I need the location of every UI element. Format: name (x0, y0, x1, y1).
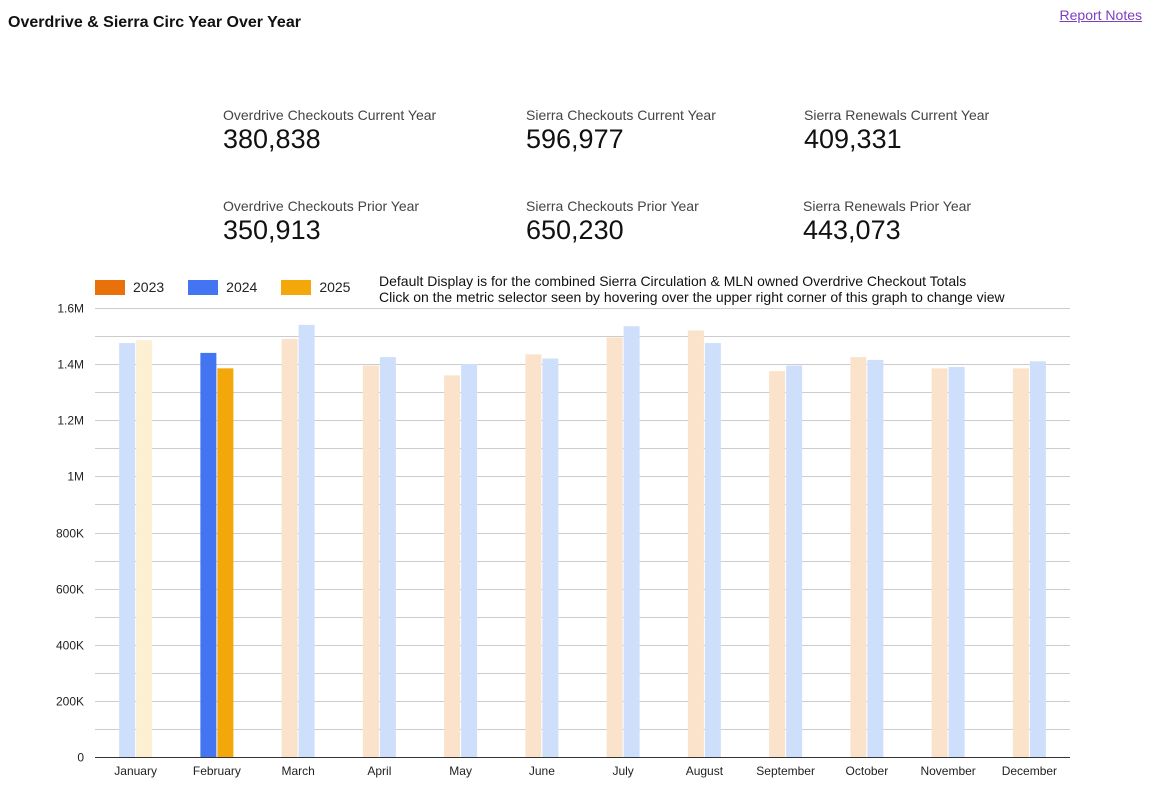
bar-march-2023 (281, 338, 298, 757)
bar-october-2023 (850, 357, 867, 757)
y-tick-label: 200K (56, 695, 84, 709)
y-tick-label: 0 (77, 751, 84, 765)
kpi-value: 443,073 (803, 215, 901, 245)
kpi-sierra-renewals-current: Sierra Renewals Current Year 409,331 (804, 107, 989, 155)
x-tick-label: May (449, 764, 472, 778)
legend-item-2023[interactable]: 2023 (95, 279, 164, 295)
legend-label: 2023 (133, 279, 165, 295)
kpi-value: 409,331 (804, 124, 902, 154)
kpi-value: 350,913 (223, 215, 321, 245)
legend-item-2024[interactable]: 2024 (188, 279, 257, 295)
kpi-sierra-renewals-prior: Sierra Renewals Prior Year 443,073 (803, 198, 971, 246)
chart-note-line-1: Default Display is for the combined Sier… (379, 273, 967, 289)
x-tick-label: October (846, 764, 889, 778)
bar-february-2024 (200, 352, 217, 757)
legend-swatch-2023 (95, 279, 125, 295)
report-notes-link[interactable]: Report Notes (1059, 7, 1142, 23)
x-tick-label: February (193, 764, 241, 778)
legend-swatch-2025 (281, 279, 312, 295)
kpi-label: Sierra Renewals Current Year (804, 107, 990, 123)
y-tick-label: 600K (56, 583, 84, 597)
x-tick-label: January (114, 764, 157, 778)
y-tick-label: 800K (56, 527, 84, 541)
bar-december-2024 (1029, 361, 1046, 757)
legend-label: 2025 (319, 279, 351, 295)
chart-note-line-2: Click on the metric selector seen by hov… (379, 289, 1005, 305)
x-tick-label: July (612, 764, 633, 778)
legend-label: 2024 (226, 279, 258, 295)
bar-june-2023 (525, 354, 542, 757)
kpi-sierra-checkouts-prior: Sierra Checkouts Prior Year 650,230 (526, 198, 699, 246)
chart-legend: 2023 2024 2025 (95, 279, 350, 295)
bar-june-2024 (542, 358, 559, 757)
bar-july-2023 (606, 337, 623, 757)
y-tick-label: 1.2M (57, 414, 84, 428)
bar-august-2024 (704, 343, 721, 757)
kpi-value: 596,977 (526, 124, 624, 154)
kpi-label: Sierra Checkouts Prior Year (526, 198, 699, 214)
bar-november-2024 (948, 366, 965, 757)
y-tick-label: 1.4M (57, 358, 84, 372)
bar-march-2024 (298, 324, 315, 757)
bar-may-2024 (461, 364, 478, 757)
kpi-label: Sierra Checkouts Current Year (526, 107, 716, 123)
bar-september-2023 (769, 371, 786, 757)
y-tick-label: 400K (56, 639, 84, 653)
kpi-overdrive-current: Overdrive Checkouts Current Year 380,838 (223, 107, 436, 155)
x-tick-label: September (756, 764, 815, 778)
y-tick-label: 1M (67, 470, 84, 484)
kpi-sierra-checkouts-current: Sierra Checkouts Current Year 596,977 (526, 107, 716, 155)
bar-january-2025 (136, 340, 153, 757)
x-tick-label: November (920, 764, 975, 778)
bar-december-2023 (1012, 368, 1029, 757)
kpi-value: 380,838 (223, 124, 321, 154)
bar-september-2024 (786, 365, 803, 757)
x-tick-label: August (686, 764, 724, 778)
y-tick-label: 1.6M (57, 302, 84, 316)
legend-swatch-2024 (188, 279, 219, 295)
x-tick-label: March (281, 764, 314, 778)
x-tick-label: June (529, 764, 555, 778)
chart-note: Default Display is for the combined Sier… (379, 273, 1005, 305)
x-tick-label: April (367, 764, 391, 778)
bar-january-2024 (119, 343, 136, 757)
bar-november-2023 (931, 368, 948, 757)
bar-april-2024 (379, 357, 396, 757)
bar-april-2023 (362, 365, 379, 757)
legend-item-2025[interactable]: 2025 (281, 279, 350, 295)
kpi-overdrive-prior: Overdrive Checkouts Prior Year 350,913 (223, 198, 419, 246)
kpi-label: Overdrive Checkouts Current Year (223, 107, 437, 123)
bar-august-2023 (687, 330, 704, 757)
kpi-label: Overdrive Checkouts Prior Year (223, 198, 420, 214)
bar-february-2025 (217, 368, 234, 757)
bar-may-2023 (444, 375, 461, 757)
bar-july-2024 (623, 326, 640, 757)
bar-october-2024 (867, 359, 884, 757)
kpi-value: 650,230 (526, 215, 624, 245)
x-tick-label: December (1002, 764, 1057, 778)
page-title: Overdrive & Sierra Circ Year Over Year (8, 14, 301, 31)
kpi-label: Sierra Renewals Prior Year (803, 198, 972, 214)
